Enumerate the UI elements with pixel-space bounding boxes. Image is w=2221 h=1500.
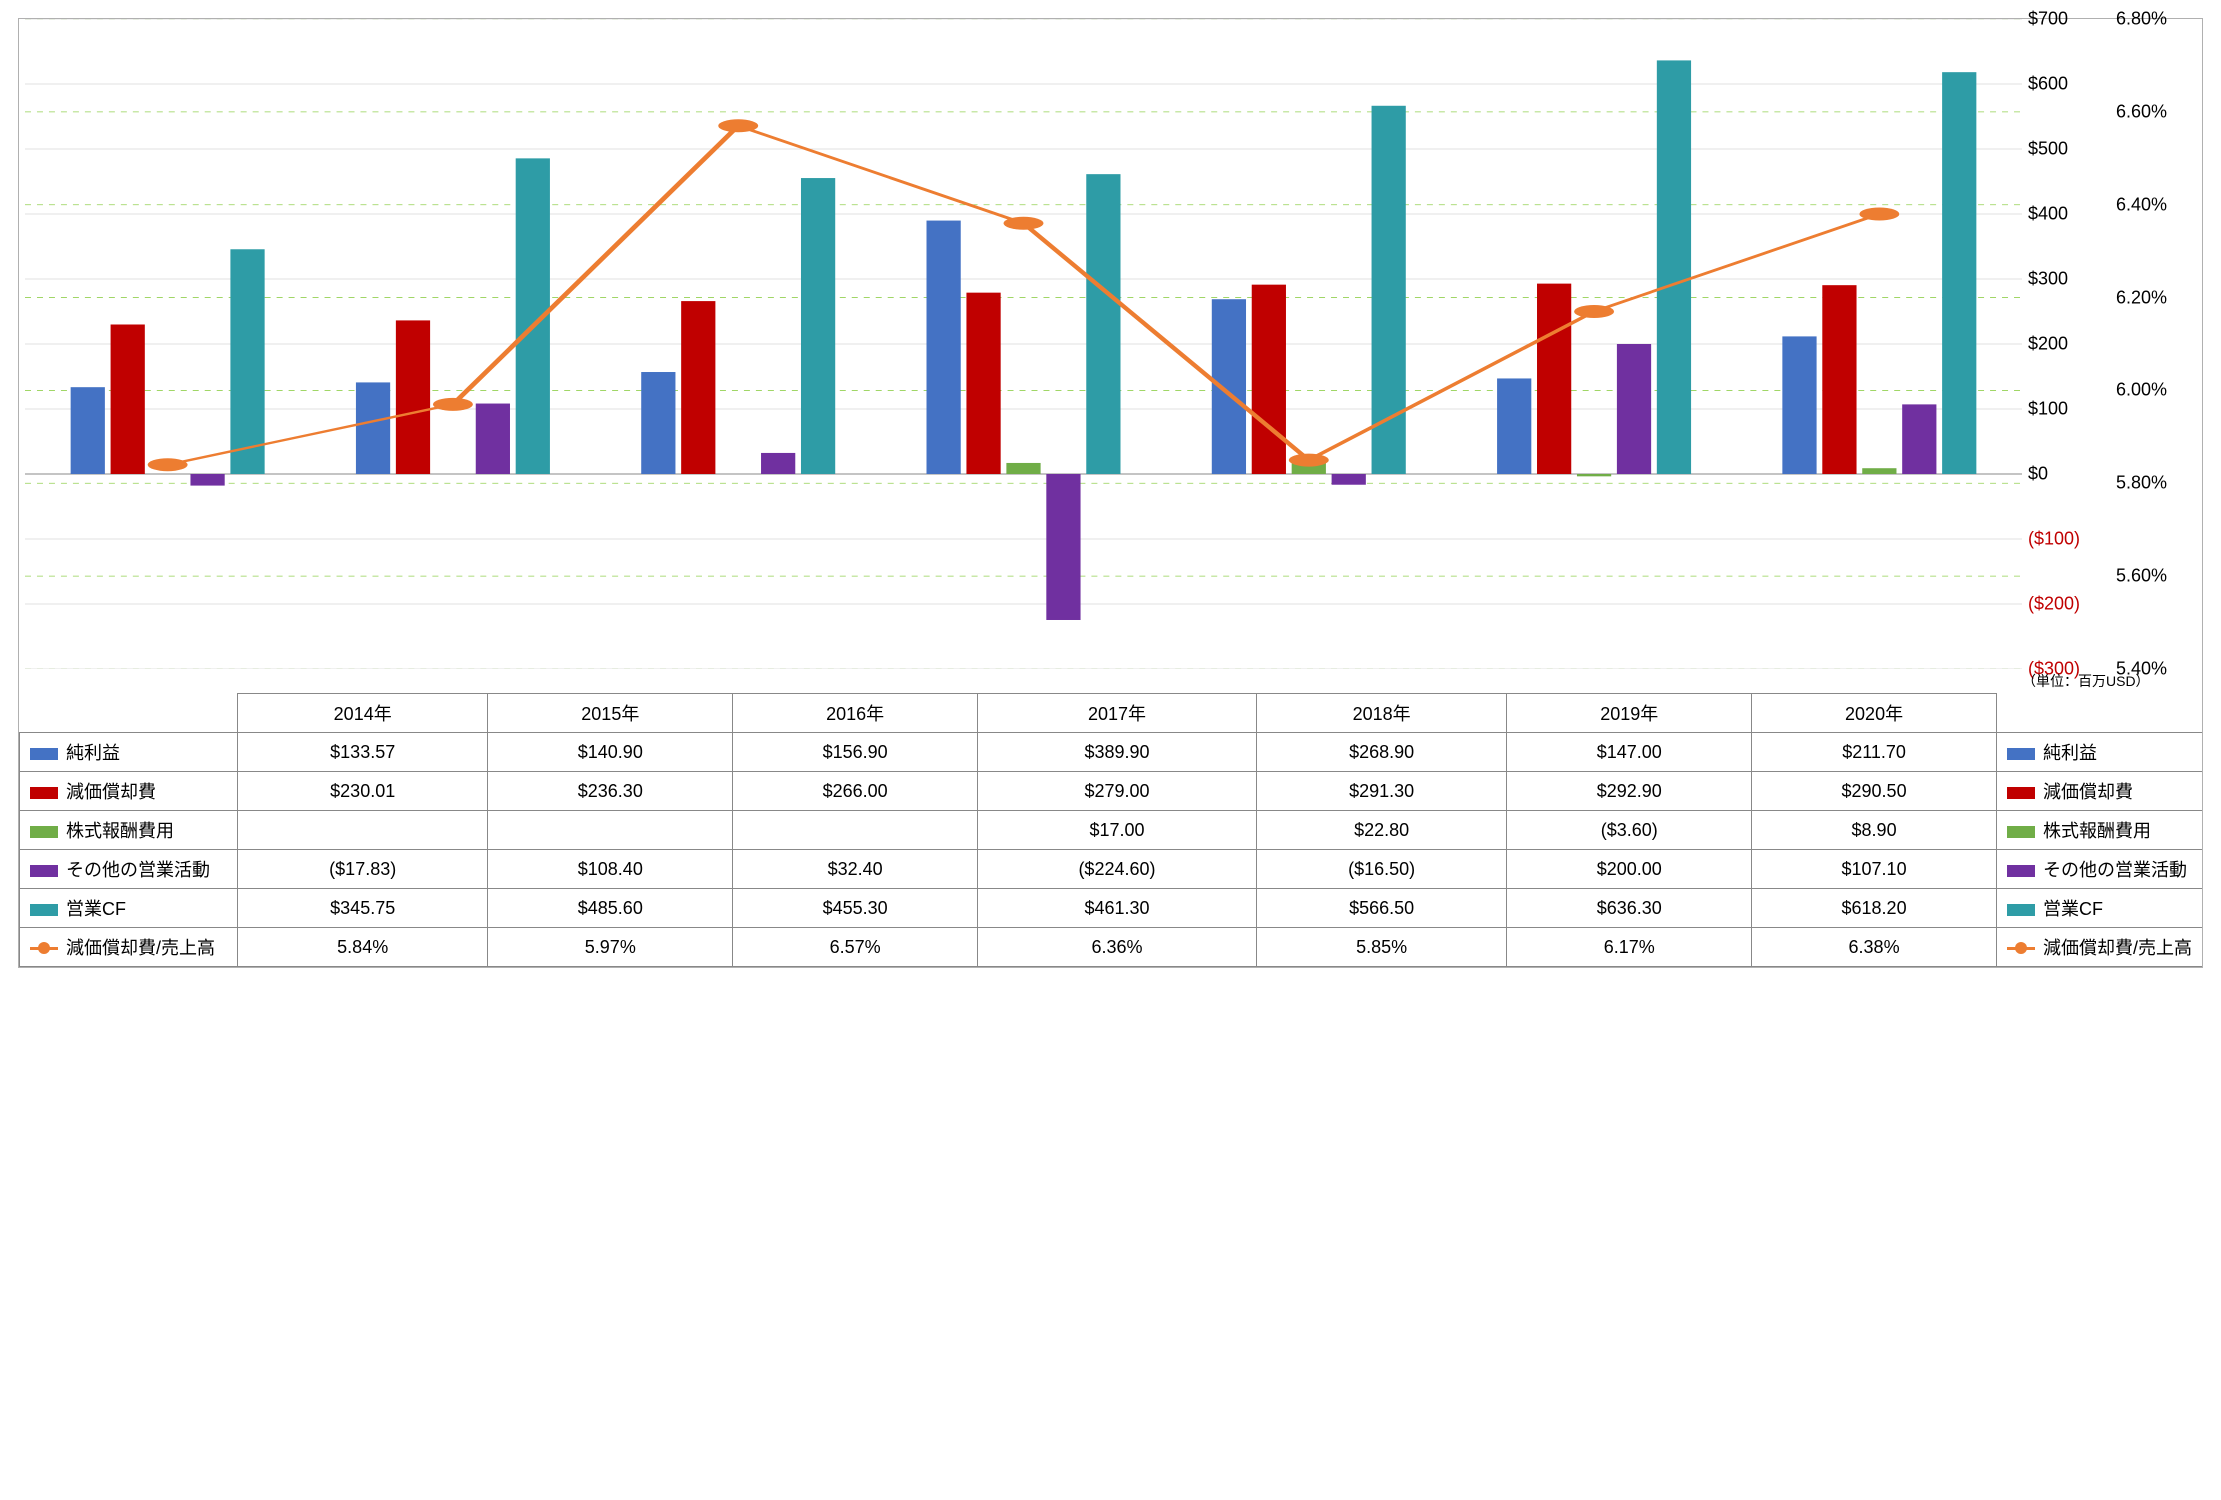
table-cell: 5.85% <box>1256 928 1506 967</box>
table-cell: 6.38% <box>1752 928 1997 967</box>
table-cell: $461.30 <box>978 889 1257 928</box>
primary-tick-label: $700 <box>2028 9 2068 30</box>
table-cell: $108.40 <box>488 850 733 889</box>
table-cell: $291.30 <box>1256 772 1506 811</box>
series-label-right: その他の営業活動 <box>1996 850 2202 889</box>
table-cell: $133.57 <box>238 733 488 772</box>
year-header: 2017年 <box>978 694 1257 733</box>
series-label-right: 減価償却費/売上高 <box>1996 928 2202 967</box>
secondary-tick-label: 6.80% <box>2116 9 2167 30</box>
primary-tick-label: $600 <box>2028 74 2068 95</box>
table-cell: 6.17% <box>1507 928 1752 967</box>
series-label-left: 営業CF <box>20 889 238 928</box>
series-label-right: 株式報酬費用 <box>1996 811 2202 850</box>
table-cell: ($224.60) <box>978 850 1257 889</box>
table-cell: $292.90 <box>1507 772 1752 811</box>
table-cell: $485.60 <box>488 889 733 928</box>
year-header: 2014年 <box>238 694 488 733</box>
primary-y-axis: ($300)($200)($100)$0$100$200$300$400$500… <box>2028 19 2108 669</box>
table-cell: $279.00 <box>978 772 1257 811</box>
table-cell: $266.00 <box>733 772 978 811</box>
table-cell: $268.90 <box>1256 733 1506 772</box>
table-cell: $8.90 <box>1752 811 1997 850</box>
table-cell: $17.00 <box>978 811 1257 850</box>
chart-area: ($300)($200)($100)$0$100$200$300$400$500… <box>19 19 2202 669</box>
table-cell: 6.57% <box>733 928 978 967</box>
table-cell: $147.00 <box>1507 733 1752 772</box>
table-cell: 5.84% <box>238 928 488 967</box>
chart-container: ($300)($200)($100)$0$100$200$300$400$500… <box>18 18 2203 968</box>
table-cell: $389.90 <box>978 733 1257 772</box>
table-cell: $566.50 <box>1256 889 1506 928</box>
table-cell: $455.30 <box>733 889 978 928</box>
secondary-tick-label: 5.80% <box>2116 473 2167 494</box>
table-cell: 5.97% <box>488 928 733 967</box>
plot-svg <box>25 19 2022 669</box>
table-cell: 6.36% <box>978 928 1257 967</box>
secondary-tick-label: 6.40% <box>2116 194 2167 215</box>
year-header: 2020年 <box>1752 694 1997 733</box>
table-cell: $236.30 <box>488 772 733 811</box>
table-cell <box>733 811 978 850</box>
series-label-right: 純利益 <box>1996 733 2202 772</box>
table-cell <box>238 811 488 850</box>
series-label-left: 株式報酬費用 <box>20 811 238 850</box>
primary-tick-label: $0 <box>2028 464 2048 485</box>
primary-tick-label: ($200) <box>2028 594 2080 615</box>
secondary-tick-label: 6.00% <box>2116 380 2167 401</box>
secondary-tick-label: 6.20% <box>2116 287 2167 308</box>
primary-tick-label: $200 <box>2028 334 2068 355</box>
table-cell: $290.50 <box>1752 772 1997 811</box>
primary-tick-label: $400 <box>2028 204 2068 225</box>
year-header: 2016年 <box>733 694 978 733</box>
year-header: 2018年 <box>1256 694 1506 733</box>
secondary-tick-label: 5.60% <box>2116 566 2167 587</box>
series-label-left: 純利益 <box>20 733 238 772</box>
series-label-right: 営業CF <box>1996 889 2202 928</box>
series-label-left: その他の営業活動 <box>20 850 238 889</box>
series-label-left: 減価償却費/売上高 <box>20 928 238 967</box>
primary-tick-label: $100 <box>2028 399 2068 420</box>
year-header: 2015年 <box>488 694 733 733</box>
primary-tick-label: $300 <box>2028 269 2068 290</box>
year-header: 2019年 <box>1507 694 1752 733</box>
plot-wrap <box>25 19 2022 669</box>
table-cell: $156.90 <box>733 733 978 772</box>
secondary-y-axis: 5.40%5.60%5.80%6.00%6.20%6.40%6.60%6.80% <box>2116 19 2196 669</box>
table-cell: $22.80 <box>1256 811 1506 850</box>
table-cell: $345.75 <box>238 889 488 928</box>
table-cell <box>488 811 733 850</box>
primary-tick-label: ($100) <box>2028 529 2080 550</box>
table-cell: $636.30 <box>1507 889 1752 928</box>
series-label-right: 減価償却費 <box>1996 772 2202 811</box>
table-cell: $618.20 <box>1752 889 1997 928</box>
data-table: 2014年2015年2016年2017年2018年2019年2020年純利益$1… <box>19 693 2202 967</box>
table-cell: $32.40 <box>733 850 978 889</box>
secondary-tick-label: 6.60% <box>2116 101 2167 122</box>
table-cell: ($3.60) <box>1507 811 1752 850</box>
table-cell: ($16.50) <box>1256 850 1506 889</box>
table-cell: ($17.83) <box>238 850 488 889</box>
table-cell: $140.90 <box>488 733 733 772</box>
table-cell: $230.01 <box>238 772 488 811</box>
series-label-left: 減価償却費 <box>20 772 238 811</box>
primary-tick-label: $500 <box>2028 139 2068 160</box>
unit-label: （単位：百万USD） <box>2022 671 2150 691</box>
right-axes: ($300)($200)($100)$0$100$200$300$400$500… <box>2022 19 2202 669</box>
table-cell: $200.00 <box>1507 850 1752 889</box>
table-cell: $107.10 <box>1752 850 1997 889</box>
table-cell: $211.70 <box>1752 733 1997 772</box>
